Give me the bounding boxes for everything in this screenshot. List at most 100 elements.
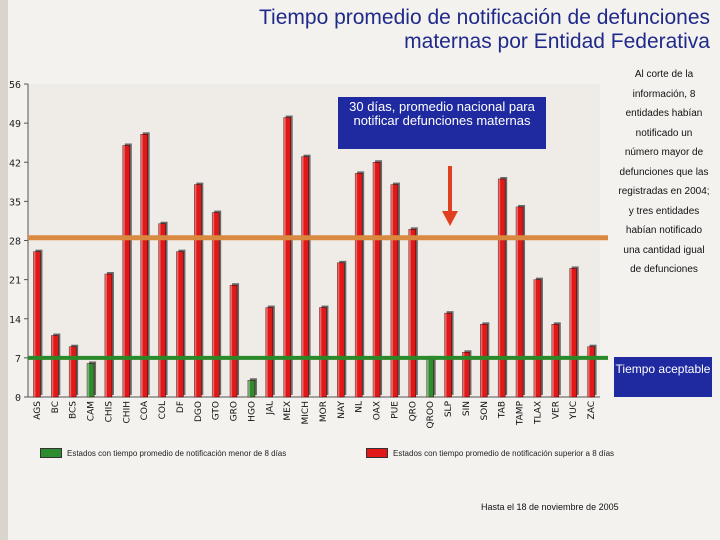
x-tick-label-cam: CAM [87,401,97,421]
x-tick-label-qroo: QROO [426,401,436,429]
x-tick-label-df: DF [176,401,186,413]
y-tick-label: 7 [15,354,21,365]
x-tick-label-oax: OAX [373,401,383,420]
left-decor-bar [0,0,8,540]
bar-hgo [247,379,256,398]
bar-highlight-chis [104,274,107,397]
arrow-head [442,211,458,226]
national-average-callout: 30 días, promedio nacional para notifica… [338,97,546,149]
bar-highlight-cam [87,363,90,397]
y-tick-label: 42 [9,158,21,169]
bar-highlight-chih [122,145,125,397]
legend-label-green: Estados con tiempo promedio de notificac… [67,448,287,458]
chart-title-line1: Tiempo promedio de notificación de defun… [259,6,710,29]
legend-item-green: Estados con tiempo promedio de notificac… [40,448,286,458]
x-tick-label-gro: GRO [230,401,240,421]
bar-highlight-yuc [569,268,572,397]
bar-pue [390,184,399,398]
x-tick-label-mich: MICH [301,401,311,424]
x-tick-label-pue: PUE [390,401,400,419]
bar-highlight-qro [408,229,411,397]
x-tick-label-sin: SIN [462,401,472,416]
bar-qro [408,229,417,398]
x-tick-label-coa: COA [140,400,150,420]
x-tick-label-jal: JAL [265,401,275,416]
bar-highlight-dgo [194,184,197,397]
bar-mor [319,307,327,398]
x-tick-label-ags: AGS [33,401,43,420]
y-tick-label: 49 [9,119,21,130]
footer-note: Hasta el 18 de noviembre de 2005 [481,502,619,512]
bar-highlight-gro [230,285,233,397]
bar-highlight-gto [212,212,215,397]
x-tick-label-slp: SLP [444,400,454,417]
legend-label-red: Estados con tiempo promedio de notificac… [393,448,615,458]
bar-coa [140,134,148,398]
bar-son [480,324,488,398]
bar-cam [86,363,95,398]
legend-swatch-red [366,448,388,458]
bar-oax [372,162,381,398]
x-tick-label-yuc: YUC [569,401,579,420]
y-tick-label: 14 [9,315,21,326]
x-tick-label-tlax: TLAX [533,401,543,425]
x-tick-label-tab: TAB [498,401,508,419]
x-tick-label-chis: CHIS [104,401,114,423]
x-tick-label-son: SON [480,401,490,421]
x-tick-label-zac: ZAC [587,401,597,419]
bar-tab [497,178,506,398]
bar-highlight-bcs [69,346,72,397]
bar-yuc [569,268,577,398]
bar-gto [211,212,220,398]
chart-title: Tiempo promedio de notificación de defun… [110,6,710,54]
bar-highlight-oax [373,162,376,397]
x-tick-label-col: COL [158,401,168,419]
legend-swatch-green [40,448,62,458]
bar-highlight-mich [301,156,304,397]
bar-highlight-col [158,223,161,397]
bar-tamp [515,206,524,398]
bar-highlight-coa [140,134,143,397]
x-tick-label-gto: GTO [212,401,222,420]
bar-bc [51,335,59,398]
bar-highlight-mex [283,117,286,398]
bar-chis [104,273,113,398]
x-tick-label-qro: QRO [408,401,418,421]
bar-col [158,223,166,398]
x-tick-label-bc: BC [51,401,61,413]
bar-jal [265,307,274,398]
x-tick-label-ver: VER [551,401,561,419]
bar-dgo [194,184,202,398]
y-tick-label: 56 [9,80,21,91]
bar-highlight-tlax [533,279,536,397]
bar-bcs [68,346,77,398]
legend-item-red: Estados con tiempo promedio de notificac… [366,448,614,458]
x-tick-label-chih: CHIH [122,401,132,423]
bar-highlight-zac [587,346,590,397]
bar-highlight-ver [551,324,554,397]
bar-highlight-mor [319,307,322,397]
bar-highlight-tab [498,179,501,397]
chart-title-line2: maternas por Entidad Federativa [404,30,710,53]
bar-highlight-df [176,251,179,397]
x-tick-label-nay: NAY [337,401,347,419]
x-tick-label-mex: MEX [283,401,293,421]
x-tick-label-hgo: HGO [247,401,257,422]
x-tick-label-nl: NL [355,401,365,413]
bar-zac [587,346,595,398]
acceptable-time-label: Tiempo aceptable [614,357,712,397]
bar-mex [283,117,291,398]
x-tick-label-bcs: BCS [69,401,79,419]
bar-nl [354,173,363,398]
bar-highlight-ags [33,251,36,397]
bar-highlight-nay [337,262,340,397]
x-tick-label-mor: MOR [319,401,329,422]
bar-highlight-jal [265,307,268,397]
y-tick-label: 21 [9,276,21,287]
bar-slp [444,312,452,398]
bar-highlight-slp [444,313,447,397]
bar-highlight-bc [51,335,54,397]
bar-highlight-sin [462,352,465,397]
y-tick-label: 35 [9,197,21,208]
